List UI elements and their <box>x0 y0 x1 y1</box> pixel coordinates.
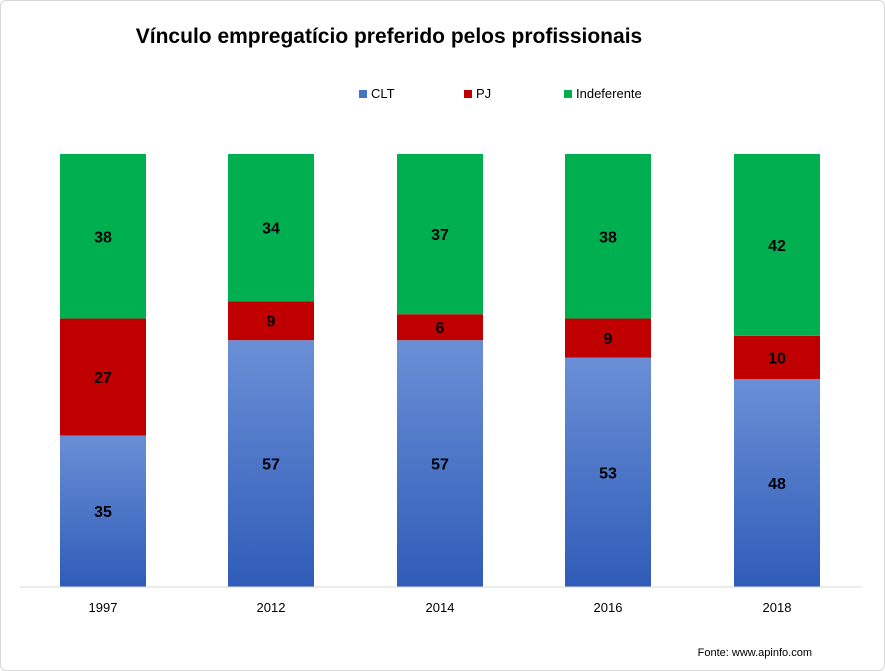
bar-pj-2012 <box>228 301 314 341</box>
data-label-clt-2014: 57 <box>431 457 449 474</box>
bar-pj-2016 <box>565 318 651 358</box>
bar-pj-2014 <box>397 314 483 341</box>
x-tick-label-2018: 2018 <box>763 600 792 615</box>
bar-clt-2014 <box>397 340 483 587</box>
bar-indeferente-2012 <box>228 154 314 302</box>
data-label-indeferente-2016: 38 <box>599 229 617 246</box>
data-label-clt-1997: 35 <box>94 504 112 521</box>
x-tick-label-2012: 2012 <box>257 600 286 615</box>
legend-swatch-pj <box>464 90 472 98</box>
bar-indeferente-1997 <box>60 154 146 319</box>
bar-clt-2018 <box>734 379 820 587</box>
chart-title: Vínculo empregatício preferido pelos pro… <box>136 25 642 48</box>
x-axis-ticks: 1997 2012 2014 2016 2018 <box>89 600 792 615</box>
x-tick-label-1997: 1997 <box>89 600 118 615</box>
legend-label-clt: CLT <box>371 86 395 101</box>
x-tick-label-2014: 2014 <box>426 600 455 615</box>
data-label-indeferente-1997: 38 <box>94 229 112 246</box>
bar-indeferente-2016 <box>565 154 651 319</box>
data-label-pj-2018: 10 <box>768 351 786 368</box>
data-label-pj-1997: 27 <box>94 370 112 387</box>
data-label-indeferente-2014: 37 <box>431 227 449 244</box>
legend-swatch-clt <box>359 90 367 98</box>
data-label-clt-2018: 48 <box>768 476 786 493</box>
legend-label-pj: PJ <box>476 86 491 101</box>
source-note: Fonte: www.apinfo.com <box>698 647 812 659</box>
legend: CLT PJ Indeferente <box>359 86 642 101</box>
data-label-pj-2016: 9 <box>604 331 613 348</box>
x-tick-label-2016: 2016 <box>594 600 623 615</box>
data-labels: 35 27 38 57 9 34 57 6 37 53 9 38 48 10 42 <box>94 221 786 522</box>
data-label-indeferente-2018: 42 <box>768 238 786 255</box>
bar-indeferente-2014 <box>397 154 483 315</box>
data-label-pj-2012: 9 <box>267 314 276 331</box>
bar-clt-2012 <box>228 340 314 587</box>
legend-swatch-indeferente <box>564 90 572 98</box>
legend-label-indeferente: Indeferente <box>576 86 642 101</box>
bar-pj-2018 <box>734 335 820 380</box>
data-label-pj-2014: 6 <box>436 320 445 337</box>
bar-clt-1997 <box>60 435 146 587</box>
bar-pj-1997 <box>60 318 146 436</box>
bar-clt-2016 <box>565 357 651 587</box>
data-label-clt-2012: 57 <box>262 457 280 474</box>
bar-indeferente-2018 <box>734 154 820 336</box>
bars <box>60 154 820 587</box>
data-label-indeferente-2012: 34 <box>262 221 280 238</box>
data-label-clt-2016: 53 <box>599 465 617 482</box>
